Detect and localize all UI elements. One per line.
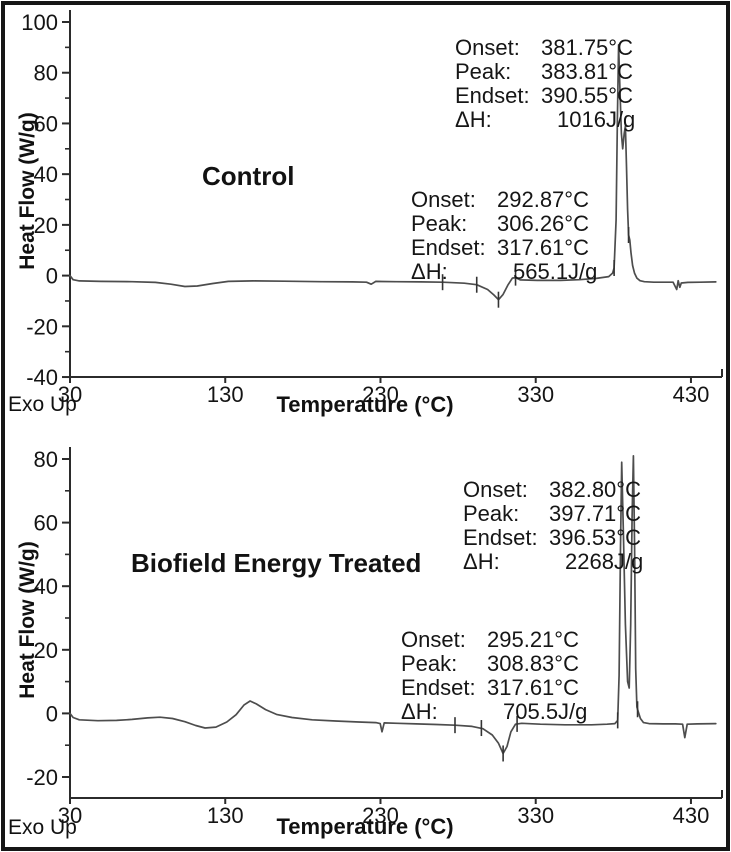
- annotation-row: ΔH: 565.1J/g: [411, 260, 597, 284]
- y-axis-label-control: Heat Flow (W/g): [16, 112, 39, 270]
- y-tick-label: 60: [34, 511, 58, 536]
- y-axis-label-treated: Heat Flow (W/g): [16, 541, 39, 699]
- annotation-label: Peak:: [463, 501, 520, 526]
- x-axis-label-treated: Temperature (°C): [276, 814, 454, 839]
- annotation-row: Onset: 295.21°C: [401, 628, 587, 652]
- dsc-curve: [69, 454, 717, 755]
- y-tick-label: 20: [34, 213, 58, 238]
- x-tick-label: 30: [58, 803, 82, 828]
- y-tick-label: -20: [26, 765, 58, 790]
- annotation-value: 295.21°C: [487, 627, 579, 652]
- annotation-treated-secondary-peak: Onset: 295.21°C Peak: 308.83°C Endset: 3…: [401, 628, 587, 724]
- y-tick-label: -20: [26, 314, 58, 339]
- x-tick-label: 330: [517, 382, 554, 407]
- annotation-value: 396.53°C: [549, 525, 641, 550]
- y-tick-label: -40: [26, 365, 58, 390]
- annotation-label: Endset:: [455, 83, 530, 108]
- x-tick-label: 430: [673, 803, 710, 828]
- annotation-treated-main-peak: Onset: 382.80°C Peak: 397.71°C Endset: 3…: [463, 478, 643, 574]
- annotation-label: Peak:: [455, 59, 512, 84]
- y-tick-label: 80: [34, 447, 58, 472]
- annotation-label: Onset:: [401, 627, 466, 652]
- annotation-row: Endset: 317.61°C: [411, 236, 597, 260]
- annotation-label: Onset:: [463, 477, 528, 502]
- panel-title-control: Control: [202, 161, 295, 191]
- panel-title-treated: Biofield Energy Treated: [131, 548, 422, 578]
- annotation-label: ΔH:: [463, 549, 500, 574]
- annotation-label: ΔH:: [401, 699, 438, 724]
- exo-up-label-control: Exo Up: [8, 393, 77, 416]
- dsc-curve: [69, 43, 717, 301]
- annotation-row: Peak: 306.26°C: [411, 212, 597, 236]
- annotation-label: ΔH:: [455, 107, 492, 132]
- exo-up-label-treated: Exo Up: [8, 816, 77, 839]
- x-tick-label: 330: [517, 803, 554, 828]
- annotation-label: Endset:: [401, 675, 476, 700]
- y-tick-label: 0: [46, 701, 58, 726]
- x-tick-label: 230: [362, 803, 399, 828]
- annotation-row: Onset: 381.75°C: [455, 36, 635, 60]
- y-tick-label: 40: [34, 574, 58, 599]
- annotation-row: Endset: 396.53°C: [463, 526, 643, 550]
- annotation-value: 565.1J/g: [513, 259, 598, 284]
- annotation-value: 390.55°C: [541, 83, 633, 108]
- annotation-label: ΔH:: [411, 259, 448, 284]
- y-tick-label: 0: [46, 264, 58, 289]
- annotation-row: ΔH: 705.5J/g: [401, 700, 587, 724]
- annotation-value: 308.83°C: [487, 651, 579, 676]
- annotation-row: Onset: 292.87°C: [411, 188, 597, 212]
- annotation-control-secondary-peak: Onset: 292.87°C Peak: 306.26°C Endset: 3…: [411, 188, 597, 284]
- x-tick-label: 430: [673, 382, 710, 407]
- x-axis-label-control: Temperature (°C): [276, 392, 454, 417]
- annotation-row: Endset: 317.61°C: [401, 676, 587, 700]
- annotation-row: Peak: 397.71°C: [463, 502, 643, 526]
- annotation-value: 1016J/g: [557, 107, 636, 132]
- annotation-label: Peak:: [411, 211, 468, 236]
- annotation-row: ΔH: 1016J/g: [455, 108, 635, 132]
- y-tick-label: 100: [21, 10, 58, 35]
- annotation-row: Peak: 383.81°C: [455, 60, 635, 84]
- annotation-value: 705.5J/g: [503, 699, 588, 724]
- annotation-label: Peak:: [401, 651, 458, 676]
- annotation-value: 382.80°C: [549, 477, 641, 502]
- annotation-value: 383.81°C: [541, 59, 633, 84]
- annotation-label: Endset:: [411, 235, 486, 260]
- x-tick-label: 230: [362, 382, 399, 407]
- annotation-value: 397.71°C: [549, 501, 641, 526]
- annotation-value: 317.61°C: [497, 235, 589, 260]
- annotation-label: Endset:: [463, 525, 538, 550]
- annotation-row: ΔH: 2268J/g: [463, 550, 643, 574]
- x-tick-label: 30: [58, 382, 82, 407]
- annotation-value: 306.26°C: [497, 211, 589, 236]
- annotation-row: Onset: 382.80°C: [463, 478, 643, 502]
- x-tick-label: 130: [207, 382, 244, 407]
- annotation-value: 381.75°C: [541, 35, 633, 60]
- annotation-value: 292.87°C: [497, 187, 589, 212]
- annotation-label: Onset:: [455, 35, 520, 60]
- annotation-label: Onset:: [411, 187, 476, 212]
- annotation-value: 2268J/g: [565, 549, 644, 574]
- y-tick-label: 20: [34, 638, 58, 663]
- annotation-control-main-peak: Onset: 381.75°C Peak: 383.81°C Endset: 3…: [455, 36, 635, 132]
- y-tick-label: 80: [34, 61, 58, 86]
- annotation-value: 317.61°C: [487, 675, 579, 700]
- x-tick-label: 130: [207, 803, 244, 828]
- annotation-row: Endset: 390.55°C: [455, 84, 635, 108]
- y-tick-label: 60: [34, 111, 58, 136]
- y-tick-label: 40: [34, 162, 58, 187]
- annotation-row: Peak: 308.83°C: [401, 652, 587, 676]
